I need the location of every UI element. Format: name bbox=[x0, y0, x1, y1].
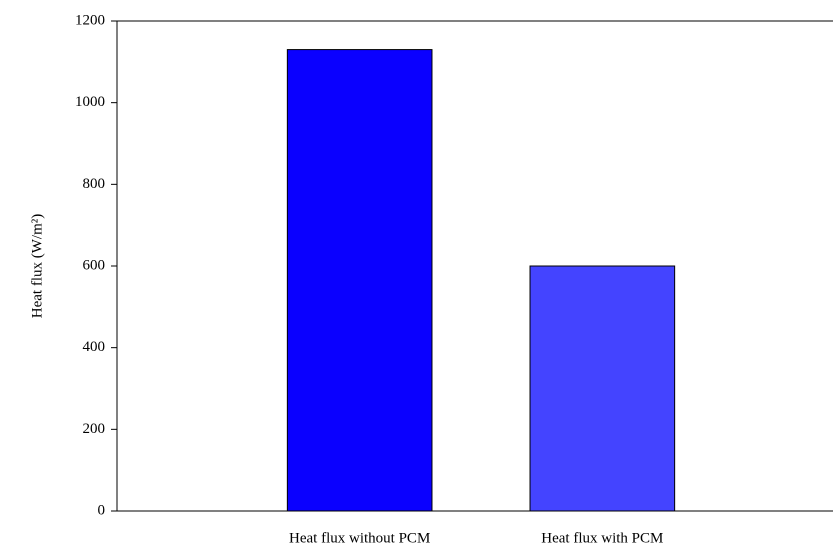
bar bbox=[286, 49, 433, 512]
bar bbox=[529, 265, 676, 512]
x-tick-label: Heat flux without PCM bbox=[289, 530, 430, 546]
x-tick-label: Heat flux with PCM bbox=[541, 530, 663, 546]
y-tick-label: 800 bbox=[83, 176, 106, 192]
y-tick-label: 200 bbox=[83, 421, 106, 437]
y-tick-label: 600 bbox=[83, 257, 106, 273]
y-tick-label: 1200 bbox=[75, 12, 105, 28]
y-axis-label: Heat flux (W/m²) bbox=[29, 214, 45, 318]
y-tick-label: 1000 bbox=[75, 94, 105, 110]
y-tick-label: 0 bbox=[98, 502, 106, 518]
y-tick-label: 400 bbox=[83, 339, 106, 355]
